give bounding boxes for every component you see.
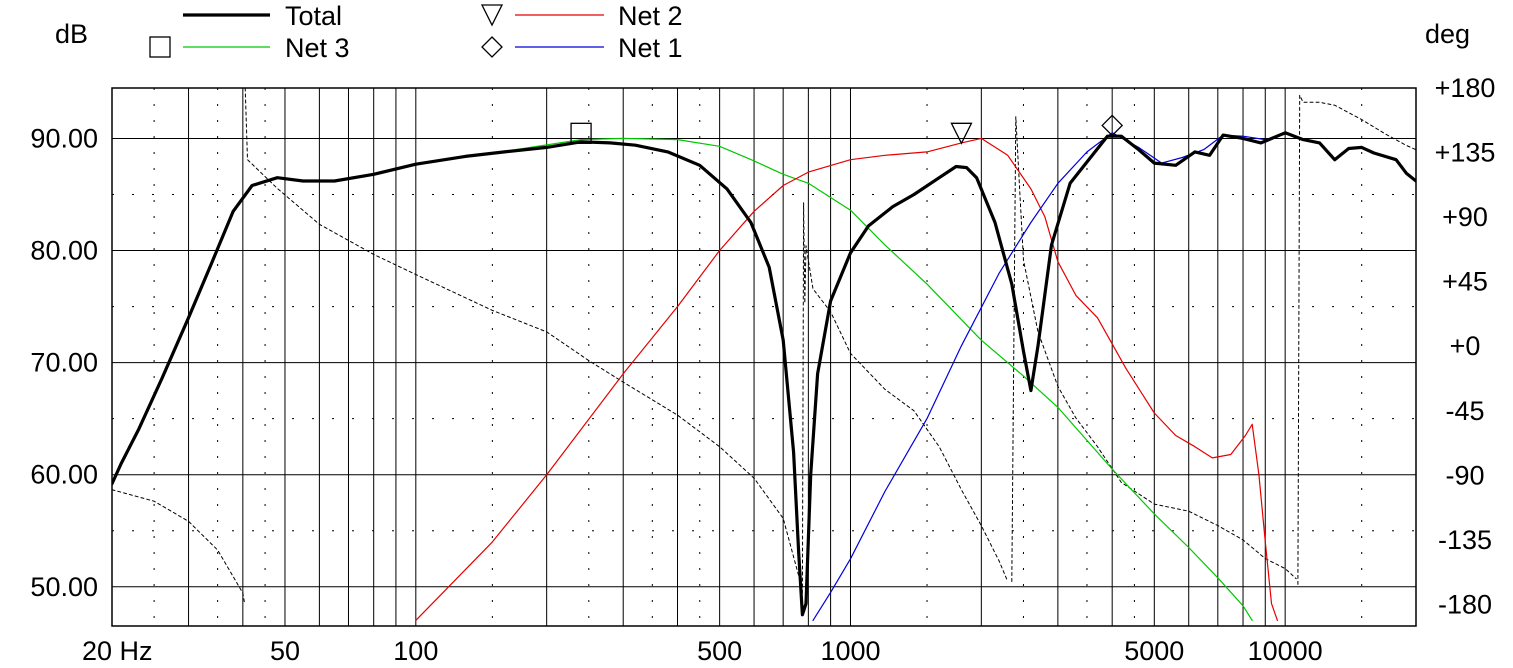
x-tick-label: 100 [393, 636, 438, 666]
x-tick-label: 50 [270, 636, 300, 666]
series-phase-line [1011, 116, 1297, 582]
y2-tick-label: +0 [1450, 331, 1481, 361]
y2-tick-label: -135 [1438, 525, 1492, 555]
series-group [112, 88, 1416, 621]
x-tick-label: 10000 [1248, 636, 1323, 666]
series-net-2-line [415, 137, 1278, 621]
x-tick-label: 500 [697, 636, 742, 666]
legend-net-2-label: Net 2 [618, 1, 683, 31]
x-tick-label: 1000 [820, 636, 880, 666]
series-total-line [112, 131, 1416, 617]
y-tick-label: 90.00 [30, 123, 98, 153]
legend-net-1-label: Net 1 [618, 33, 683, 63]
series-layer [112, 88, 1416, 621]
y-tick-label: 70.00 [30, 348, 98, 378]
y2-tick-label: +45 [1442, 267, 1488, 297]
series-phase-line [112, 489, 245, 603]
y2-tick-label: +180 [1435, 73, 1496, 103]
y-tick-label: 60.00 [30, 460, 98, 490]
plot-frame [111, 87, 1417, 627]
series-phase-line [1297, 94, 1416, 585]
y2-tick-label: +135 [1435, 138, 1496, 168]
series-net-3-marker [570, 122, 592, 144]
y2-tick-label: -45 [1445, 396, 1484, 426]
series-net-2-marker [950, 122, 973, 145]
legend-net-1-marker [481, 36, 503, 58]
legend-total-label: Total [285, 1, 342, 31]
y-tick-label: 80.00 [30, 236, 98, 266]
y2-axis-label: deg [1425, 19, 1470, 49]
y2-tick-label: +90 [1442, 202, 1488, 232]
legend-net-2-marker [480, 4, 504, 27]
y2-tick-label: -90 [1445, 460, 1484, 490]
legend-net-3-label: Net 3 [285, 33, 350, 63]
y-axis-label: dB [55, 19, 88, 49]
axes: 90.00 80.00 70.00 60.00 50.00 +180 +135 +90 +45 +… [30, 73, 1495, 666]
x-tick-label: 5000 [1124, 636, 1184, 666]
series-phase-line [244, 88, 800, 577]
series-net-1-marker [1101, 114, 1124, 137]
y2-tick-label: -180 [1438, 589, 1492, 619]
series-net-3-line [515, 137, 1253, 621]
x-tick-label: 20 Hz [82, 636, 153, 666]
y-tick-label: 50.00 [30, 572, 98, 602]
legend-net-3-marker [149, 36, 171, 58]
series-phase-line [801, 202, 1009, 594]
